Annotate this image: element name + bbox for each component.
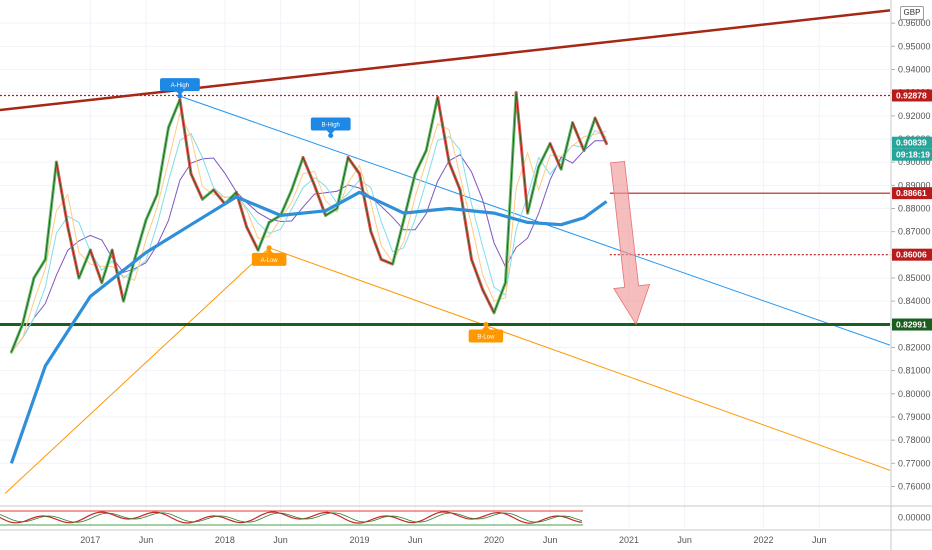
oscillator-signal-line — [0, 512, 583, 523]
x-tick-label: 2019 — [349, 535, 369, 545]
x-tick-label: Jun — [408, 535, 423, 545]
annotation-label: B-High — [322, 123, 340, 129]
y-tick-label: 0.94000 — [898, 64, 931, 74]
x-tick-label: 2020 — [484, 535, 504, 545]
projection-arrow — [610, 160, 651, 326]
x-tick-label: Jun — [543, 535, 558, 545]
oscillator-pane — [0, 510, 583, 526]
anchor-dot — [266, 245, 272, 251]
annotation-pointer — [175, 91, 184, 96]
trendlines — [0, 9, 891, 494]
y-tick-label: 0.78000 — [898, 435, 931, 445]
y-tick-label: 0.81000 — [898, 366, 931, 376]
price-tag — [892, 136, 932, 149]
annotation-label: A-High — [171, 83, 189, 89]
price-tag-label: 0.90839 — [896, 138, 927, 148]
price-series — [9, 91, 608, 464]
y-tick-label: 0.88000 — [898, 203, 931, 213]
y-tick-label: 0.80000 — [898, 389, 931, 399]
x-tick-label: 2017 — [80, 535, 100, 545]
price-tag — [892, 148, 932, 161]
x-tick-label: Jun — [273, 535, 288, 545]
anchor-dot — [177, 93, 183, 99]
x-tick-label: 2022 — [754, 535, 774, 545]
oscillator-zero-label: 0.00000 — [898, 513, 931, 523]
anchor-dot — [328, 133, 334, 139]
annotation-tag — [310, 117, 351, 131]
y-tick-label: 0.92000 — [898, 111, 931, 121]
y-tick-label: 0.89000 — [898, 180, 931, 190]
x-tick-label: Jun — [677, 535, 692, 545]
trendline — [0, 9, 891, 112]
annotation-pointer — [265, 248, 274, 253]
annotation-pointer — [481, 325, 490, 330]
annotation-label: B-Low — [477, 335, 495, 341]
price-tag-label: 09:18:19 — [896, 150, 930, 160]
price-tag-label: 0.82991 — [896, 320, 927, 330]
y-tick-label: 0.90000 — [898, 157, 931, 167]
price-tag — [892, 248, 932, 261]
annotations: A-High B-High A-Low B-Low — [160, 78, 651, 343]
y-tick-label: 0.76000 — [898, 481, 931, 491]
annotation-tag — [468, 329, 504, 343]
oscillator-line — [0, 511, 583, 524]
price-tag — [892, 89, 932, 102]
trendline — [4, 247, 270, 494]
x-tick-label: 2021 — [619, 535, 639, 545]
price-tag-label: 0.88661 — [896, 188, 927, 198]
y-tick-label: 0.82000 — [898, 342, 931, 352]
price-tag-label: 0.92878 — [896, 90, 927, 100]
annotation-tag — [160, 78, 200, 92]
horizontal-levels — [0, 94, 890, 327]
price-line — [10, 92, 607, 353]
price-tag — [892, 187, 932, 200]
y-tick-label: 0.95000 — [898, 41, 931, 51]
y-tick-label: 0.85000 — [898, 273, 931, 283]
ma-cyan — [11, 129, 607, 353]
anchor-dot — [483, 322, 489, 328]
y-tick-label: 0.77000 — [898, 458, 931, 468]
y-tick-label: 0.87000 — [898, 227, 931, 237]
y-tick-label: 0.84000 — [898, 296, 931, 306]
price-tag — [892, 318, 932, 331]
annotation-label: A-Low — [261, 258, 279, 264]
annotation-pointer — [326, 130, 335, 135]
y-tick-label: 0.79000 — [898, 412, 931, 422]
y-tick-label: 0.96000 — [898, 18, 931, 28]
trendline — [268, 247, 891, 471]
price-tag-label: 0.86006 — [896, 250, 927, 260]
x-tick-label: 2018 — [215, 535, 235, 545]
ma-slow — [9, 190, 608, 464]
x-tick-label: Jun — [812, 535, 827, 545]
ma-orange — [11, 112, 607, 353]
annotation-tag — [251, 252, 287, 266]
currency-label[interactable]: GBP — [900, 6, 924, 20]
x-tick-label: Jun — [139, 535, 154, 545]
